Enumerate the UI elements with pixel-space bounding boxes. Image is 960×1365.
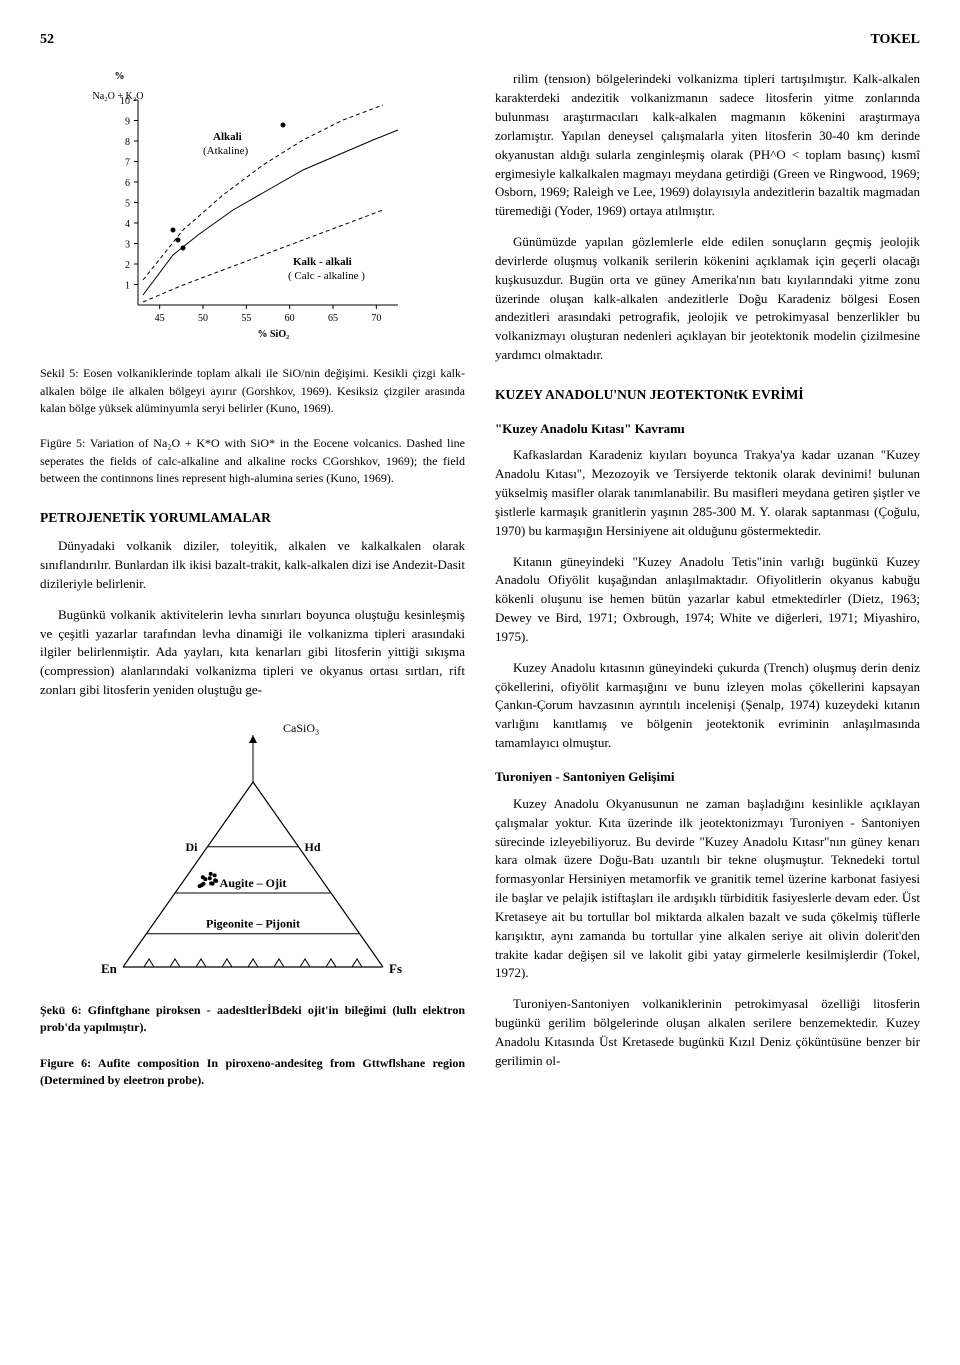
section-kuzey-title: KUZEY ANADOLU'NUN JEOTEKTONtK EVRİMİ bbox=[495, 385, 920, 405]
sub2-p2: Turoniyen-Santoniyen volkaniklerinin pet… bbox=[495, 995, 920, 1070]
figure-6-caption-tr: Şekü 6: Gfinftghane piroksen - aadesltle… bbox=[40, 1002, 465, 1037]
right-column: rilim (tensıon) bölgelerindeki volkanizm… bbox=[495, 70, 920, 1107]
right-p2: Günümüzde yapılan gözlemlerle elde edile… bbox=[495, 233, 920, 365]
sub2-p1: Kuzey Anadolu Okyanusunun ne zaman başla… bbox=[495, 795, 920, 983]
figure-5-svg: 12345678910455055606570Alkali(Atkaline)K… bbox=[93, 70, 413, 350]
svg-text:1: 1 bbox=[125, 281, 130, 292]
sub2-title: Turoniyen - Santoniyen Gelişimi bbox=[495, 768, 920, 787]
svg-text:Pigeonite – Pijonit: Pigeonite – Pijonit bbox=[206, 917, 300, 931]
svg-text:3: 3 bbox=[125, 240, 130, 251]
figure-6-chart: CaSiO₃ Di Hd Augite – Ojit Pigeonite – Pijon… bbox=[93, 712, 413, 992]
svg-text:45: 45 bbox=[154, 313, 164, 324]
svg-text:7: 7 bbox=[125, 158, 130, 169]
svg-text:En: En bbox=[101, 961, 118, 976]
svg-text:6: 6 bbox=[125, 178, 130, 189]
left-column: % Na₂O + K₂O 12345678910455055606570Alka… bbox=[40, 70, 465, 1107]
svg-text:Hd: Hd bbox=[304, 840, 320, 854]
svg-text:55: 55 bbox=[241, 313, 251, 324]
svg-text:4: 4 bbox=[125, 219, 130, 230]
svg-text:2: 2 bbox=[125, 260, 130, 271]
svg-text:9: 9 bbox=[125, 117, 130, 128]
svg-text:Kalk - alkali: Kalk - alkali bbox=[293, 256, 352, 268]
section-petrojenetik-title: PETROJENETİK YORUMLAMALAR bbox=[40, 508, 465, 528]
fig5-y-unit: % bbox=[115, 70, 125, 85]
petrojenetik-p2: Bugünkü volkanik aktivitelerin levha sın… bbox=[40, 606, 465, 700]
figure-6: CaSiO₃ Di Hd Augite – Ojit Pigeonite – Pijon… bbox=[40, 712, 465, 1090]
petrojenetik-p1: Dünyadaki volkanik diziler, toleyitik, a… bbox=[40, 537, 465, 594]
figure-5-chart: % Na₂O + K₂O 12345678910455055606570Alka… bbox=[93, 70, 413, 350]
right-p1: rilim (tensıon) bölgelerindeki volkanizm… bbox=[495, 70, 920, 221]
svg-text:Di: Di bbox=[185, 840, 198, 854]
fig5-x-label: % SiO₂ bbox=[258, 328, 290, 343]
svg-text:CaSiO₃: CaSiO₃ bbox=[283, 721, 319, 735]
svg-text:8: 8 bbox=[125, 137, 130, 148]
sub1-p2: Kıtanın güneyindeki "Kuzey Anadolu Tetis… bbox=[495, 553, 920, 647]
sub1-p3: Kuzey Anadolu kıtasının güneyindeki çuku… bbox=[495, 659, 920, 753]
sub1-title: "Kuzey Anadolu Kıtası" Kavramı bbox=[495, 420, 920, 439]
svg-text:65: 65 bbox=[328, 313, 338, 324]
figure-5-caption-en: Figüre 5: Variation of Na₂O + K*O with S… bbox=[40, 435, 465, 487]
svg-text:70: 70 bbox=[371, 313, 381, 324]
page-number: 52 bbox=[40, 30, 54, 50]
fig5-y-label: Na₂O + K₂O bbox=[93, 90, 144, 105]
figure-6-caption-en: Figure 6: Aufite composition In piroxeno… bbox=[40, 1055, 465, 1090]
svg-text:5: 5 bbox=[125, 199, 130, 210]
figure-6-svg: CaSiO₃ Di Hd Augite – Ojit Pigeonite – Pijon… bbox=[93, 712, 413, 992]
svg-text:(Atkaline): (Atkaline) bbox=[203, 145, 249, 157]
svg-text:Augite – Ojit: Augite – Ojit bbox=[219, 876, 286, 890]
svg-text:Fs: Fs bbox=[389, 961, 402, 976]
page-header: 52 TOKEL bbox=[40, 30, 920, 50]
svg-text:Alkali: Alkali bbox=[213, 131, 242, 143]
svg-text:60: 60 bbox=[284, 313, 294, 324]
svg-text:50: 50 bbox=[198, 313, 208, 324]
sub1-p1: Kafkaslardan Karadeniz kıyıları boyunca … bbox=[495, 446, 920, 540]
svg-text:( Calc - alkaline ): ( Calc - alkaline ) bbox=[288, 270, 365, 282]
figure-5-caption-tr: Sekil 5: Eosen volkaniklerinde toplam al… bbox=[40, 365, 465, 417]
figure-5: % Na₂O + K₂O 12345678910455055606570Alka… bbox=[40, 70, 465, 487]
page-header-right: TOKEL bbox=[870, 30, 920, 50]
